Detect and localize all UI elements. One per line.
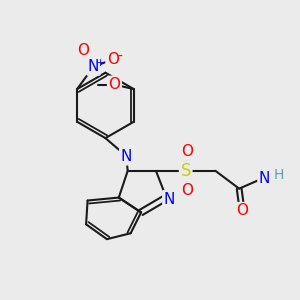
Text: -: - <box>118 50 123 63</box>
Text: O: O <box>181 183 193 198</box>
Text: H: H <box>274 168 284 182</box>
Text: N: N <box>88 59 99 74</box>
Text: O: O <box>181 144 193 159</box>
Text: O: O <box>108 77 120 92</box>
Text: O: O <box>107 52 119 67</box>
Text: O: O <box>77 43 89 58</box>
Text: N: N <box>164 191 175 206</box>
Text: +: + <box>95 58 105 68</box>
Text: N: N <box>121 149 132 164</box>
Text: N: N <box>259 171 270 186</box>
Text: O: O <box>236 203 248 218</box>
Text: S: S <box>180 162 191 180</box>
